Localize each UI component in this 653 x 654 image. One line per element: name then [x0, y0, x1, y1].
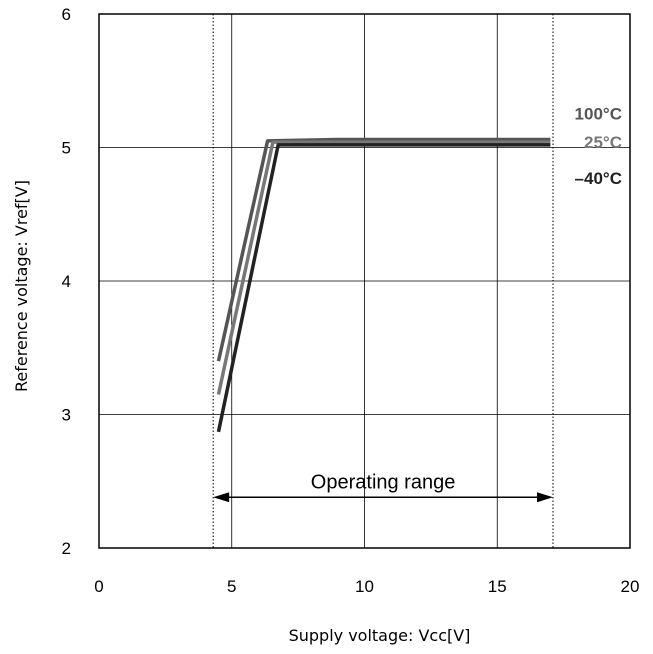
series-label: 25°C: [584, 133, 622, 152]
x-tick-label: 0: [94, 577, 103, 596]
y-tick-labels: 2 3 4 5 6: [62, 5, 71, 558]
y-tick-label: 2: [62, 539, 71, 558]
plot-area: [98, 13, 631, 549]
y-tick-label: 4: [62, 272, 71, 291]
range-arrow-right: [537, 492, 554, 503]
x-tick-label: 20: [621, 577, 640, 596]
y-tick-label: 5: [62, 139, 71, 158]
x-tick-label: 10: [355, 577, 374, 596]
series-line: [216, 140, 551, 395]
x-axis-label: Supply voltage: Vcc[V]: [289, 626, 471, 645]
range-arrow-left: [213, 492, 230, 503]
operating-range-label: Operating range: [311, 471, 456, 493]
plot-frame: [98, 13, 631, 549]
series-label: –40°C: [575, 169, 622, 188]
series-lines: [216, 137, 551, 433]
x-tick-label: 15: [488, 577, 507, 596]
x-tick-label: 5: [227, 577, 236, 596]
y-tick-label: 6: [62, 5, 71, 24]
series-label: 100°C: [575, 104, 622, 123]
series-labels: 100°C 25°C –40°C: [575, 104, 622, 187]
operating-range-annotation: Operating range: [213, 471, 554, 503]
series-line: [216, 137, 551, 362]
y-tick-label: 3: [62, 406, 71, 425]
series-line: [216, 143, 551, 433]
grid: [99, 14, 630, 548]
x-tick-labels: 0 5 10 15 20: [94, 577, 639, 596]
y-axis-label: Reference voltage: Vref[V]: [12, 180, 31, 392]
operating-range-bounds: [212, 14, 554, 548]
